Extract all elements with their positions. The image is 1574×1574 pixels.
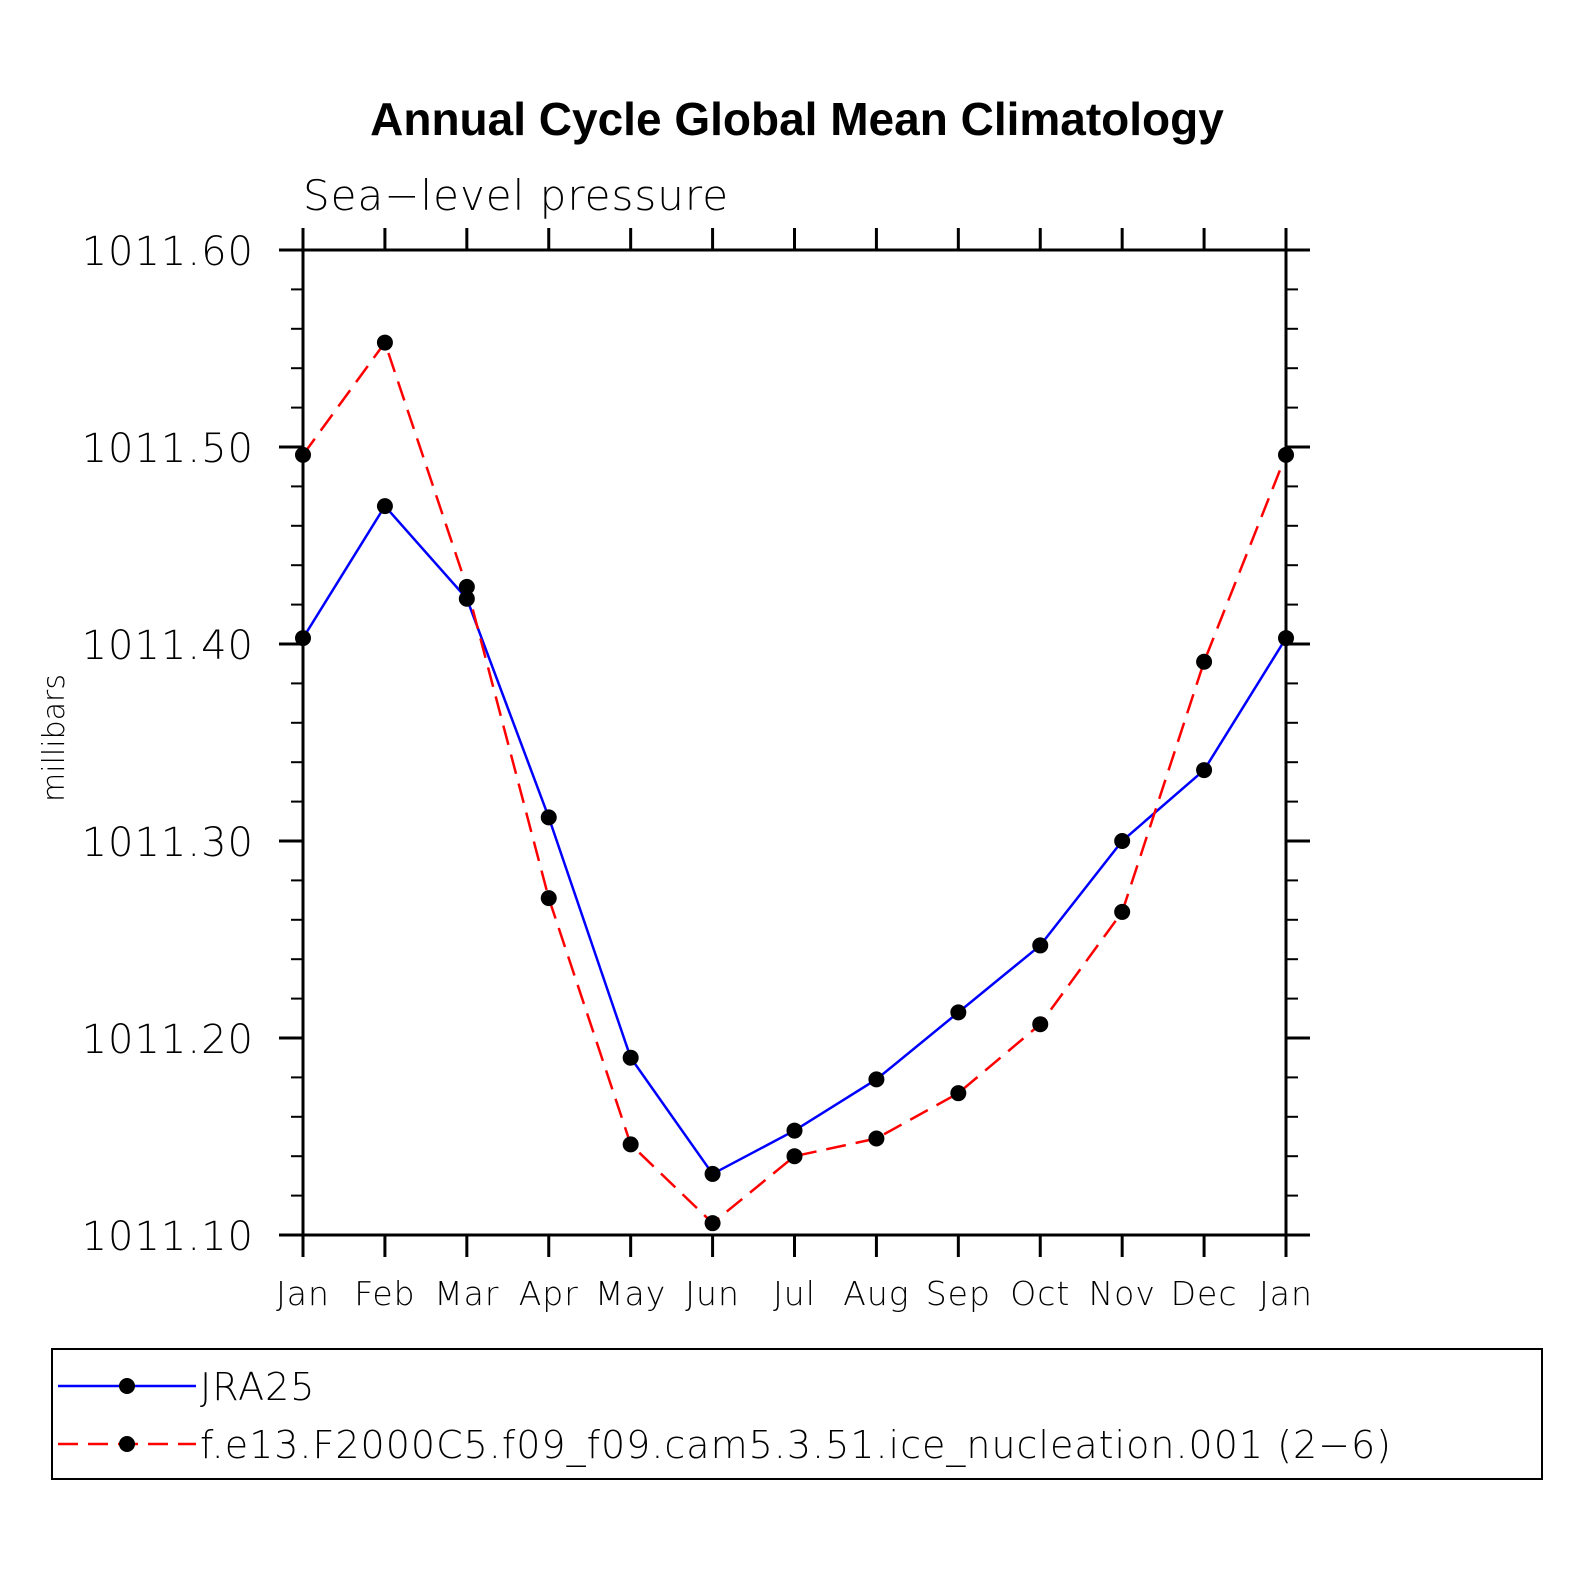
legend-marker-model: [119, 1436, 135, 1452]
x-tick-label: Jan: [276, 1274, 330, 1313]
series-1-point: [622, 1136, 639, 1153]
series-0-point: [1196, 762, 1213, 779]
series-line-1: [301, 339, 1288, 1225]
series-0-point: [704, 1165, 721, 1182]
legend-label-jra25: JRA25: [200, 1365, 315, 1409]
series-0-point: [1032, 937, 1049, 954]
legend-box: [51, 1348, 1543, 1480]
tick-labels: Jan Feb Mar Apr May Jun Jul Aug Sep Oct Nov Dec Jan 1…: [82, 229, 1313, 1313]
x-tick-label: Jan: [1259, 1274, 1313, 1313]
series-1-point: [704, 1215, 721, 1232]
series-1-point: [1196, 653, 1213, 670]
series-0-point: [458, 590, 475, 607]
y-tick-label: 1011.50: [82, 426, 254, 472]
x-tick-label: Sep: [926, 1274, 991, 1313]
series-1-point: [950, 1085, 967, 1102]
series-line-0: [301, 504, 1288, 1176]
x-tick-label: Apr: [519, 1274, 579, 1313]
series-0-point: [868, 1071, 885, 1088]
y-tick-label: 1011.40: [82, 623, 254, 669]
y-tick-label: 1011.30: [82, 820, 254, 866]
x-tick-label: Feb: [354, 1274, 415, 1313]
x-tick-label: Dec: [1171, 1274, 1238, 1313]
series-1-point: [540, 890, 557, 907]
x-tick-label: Mar: [434, 1274, 499, 1313]
x-tick-label: Aug: [843, 1274, 909, 1313]
series-0-point: [950, 1004, 967, 1021]
chart-subtitle: Sea−level pressure: [303, 171, 729, 220]
series-lines: [301, 339, 1288, 1225]
series-1-point: [868, 1130, 885, 1147]
y-tick-label: 1011.20: [82, 1017, 254, 1063]
series-0-point: [1114, 833, 1131, 849]
y-tick-label: 1011.10: [82, 1214, 254, 1260]
plot-frame: [301, 248, 1288, 1237]
legend: JRA25 f.e13.F2000C5.f09_f09.cam5.3.51.ic…: [51, 1348, 1543, 1480]
legend-marker-jra25: [119, 1378, 135, 1394]
series-0-point: [622, 1049, 639, 1066]
series-points: [295, 334, 1294, 1232]
series-0-point: [540, 809, 557, 826]
series-1-point: [1114, 903, 1131, 920]
x-tick-label: Nov: [1088, 1274, 1155, 1313]
x-tick-label: May: [595, 1274, 666, 1313]
y-tick-label: 1011.60: [82, 229, 254, 275]
x-tick-label: Oct: [1010, 1274, 1070, 1313]
axis-ticks: [279, 228, 1310, 1257]
series-0-point: [376, 498, 393, 515]
chart-title: Annual Cycle Global Mean Climatology: [370, 93, 1224, 145]
series-0-point: [786, 1122, 803, 1139]
y-axis-label: millibars: [37, 674, 72, 802]
x-tick-label: Jun: [685, 1274, 740, 1313]
series-1-point: [458, 578, 475, 595]
series-1-point: [786, 1148, 803, 1165]
x-tick-label: Jul: [773, 1274, 816, 1313]
legend-label-model: f.e13.F2000C5.f09_f09.cam5.3.51.ice_nucl…: [200, 1423, 1392, 1468]
series-1-point: [1032, 1016, 1049, 1033]
series-1-point: [376, 334, 393, 351]
